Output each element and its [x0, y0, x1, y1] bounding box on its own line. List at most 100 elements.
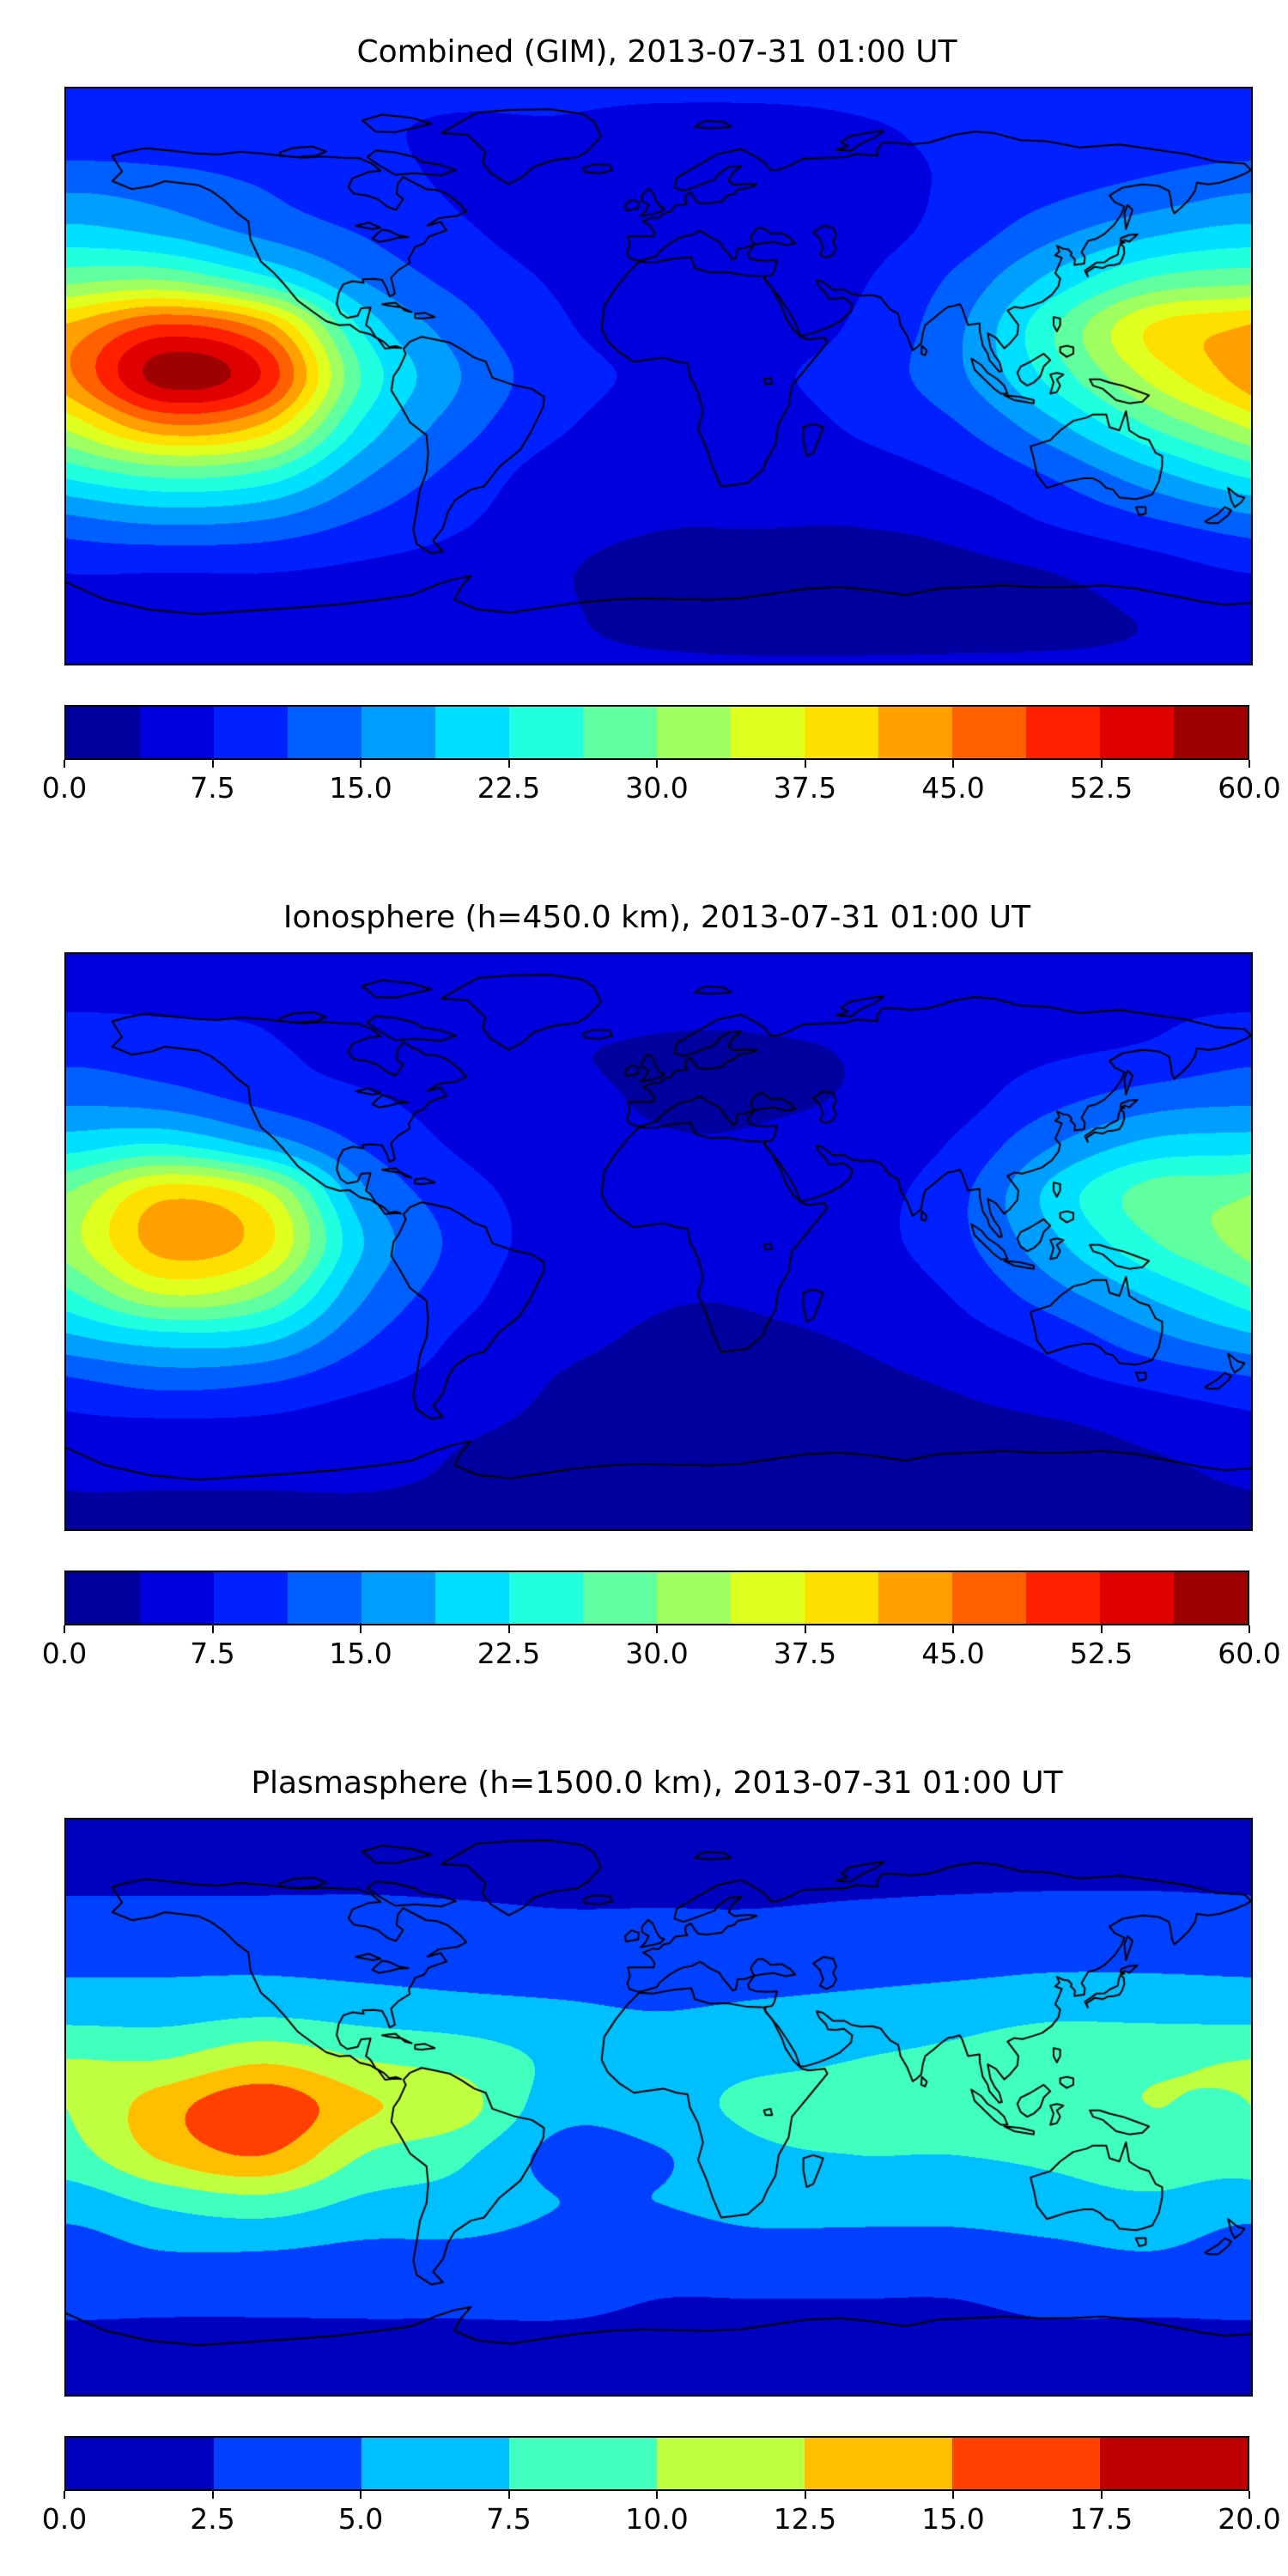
- colorbar-segment: [1026, 1572, 1100, 1624]
- colorbar-tick: [656, 760, 658, 768]
- colorbar-segment: [805, 1572, 878, 1624]
- colorbar-tick-labels: 0.0 2.5 5.0 7.5 10.0 12.5 15.0 17.5 20.0: [42, 2499, 1281, 2538]
- colorbar-segment: [1100, 707, 1174, 758]
- colorbar-tick-label: 60.0: [1218, 1637, 1281, 1670]
- colorbar-tick: [360, 1625, 361, 1633]
- colorbar-segment: [731, 1572, 805, 1624]
- colorbar-tick-label: 7.5: [486, 2502, 532, 2536]
- colorbar-segment: [878, 707, 952, 758]
- world-map-canvas: [64, 952, 1253, 1531]
- panels-container: Combined (GIM), 2013-07-31 01:00 UT 0.0 7…: [0, 34, 1288, 2538]
- tec-map-panel: Plasmasphere (h=1500.0 km), 2013-07-31 0…: [0, 1765, 1288, 2538]
- colorbar-tick: [507, 1625, 510, 1633]
- colorbar-tick: [1100, 1625, 1103, 1633]
- colorbar-segment: [140, 707, 214, 758]
- colorbar-segment: [1100, 2438, 1248, 2489]
- colorbar-segment: [878, 1572, 952, 1624]
- colorbar-tick: [1249, 1625, 1250, 1633]
- colorbar-tick-label: 2.5: [190, 2502, 235, 2536]
- colorbar-segment: [583, 1572, 657, 1624]
- colorbar-tick-label: 45.0: [921, 771, 985, 805]
- colorbar-tick: [952, 760, 954, 768]
- colorbar-tick: [211, 1625, 214, 1633]
- tec-map-panel: Ionosphere (h=450.0 km), 2013-07-31 01:0…: [0, 900, 1288, 1673]
- colorbar-tick: [211, 760, 214, 768]
- colorbar-tick: [64, 760, 65, 768]
- colorbar-tick: [360, 760, 361, 768]
- colorbar-tick-label: 17.5: [1069, 2502, 1133, 2536]
- colorbar-tick: [656, 2491, 658, 2499]
- colorbar-tick: [804, 760, 806, 768]
- colorbar-segment: [288, 707, 361, 758]
- colorbar: [64, 2436, 1249, 2491]
- world-map-canvas: [64, 1818, 1253, 2397]
- colorbar-segment: [435, 707, 509, 758]
- colorbar-tick: [507, 760, 510, 768]
- colorbar-segment: [509, 707, 583, 758]
- colorbar-tick-label: 52.5: [1069, 1637, 1133, 1670]
- panel-title: Combined (GIM), 2013-07-31 01:00 UT: [356, 34, 957, 70]
- colorbar-tick-label: 0.0: [41, 2502, 88, 2536]
- colorbar-tick: [804, 2491, 806, 2499]
- colorbar-tick: [211, 2491, 214, 2499]
- colorbar-tick: [1249, 760, 1250, 768]
- colorbar-segment: [1174, 1572, 1248, 1624]
- colorbar-segment: [361, 707, 435, 758]
- colorbar-segment: [657, 1572, 731, 1624]
- colorbar-segment: [731, 707, 805, 758]
- world-map-canvas: [64, 87, 1253, 665]
- colorbar-segment: [583, 707, 657, 758]
- colorbar-tick: [64, 2491, 65, 2499]
- colorbar-segment: [657, 707, 731, 758]
- colorbar-segment: [214, 707, 288, 758]
- tec-map-panel: Combined (GIM), 2013-07-31 01:00 UT 0.0 7…: [0, 34, 1288, 807]
- colorbar-tick-label: 52.5: [1069, 771, 1133, 805]
- colorbar-ticks: [64, 760, 1250, 768]
- colorbar-segment: [657, 2438, 805, 2489]
- colorbar-tick-label: 15.0: [921, 2502, 985, 2536]
- colorbar-segment: [952, 1572, 1026, 1624]
- panel-title: Ionosphere (h=450.0 km), 2013-07-31 01:0…: [283, 900, 1031, 935]
- colorbar-segment: [66, 1572, 140, 1624]
- colorbar-segment: [805, 2438, 952, 2489]
- colorbar-tick: [1249, 2491, 1250, 2499]
- colorbar-segment: [952, 707, 1026, 758]
- colorbar-segment: [140, 1572, 214, 1624]
- colorbar-tick-label: 15.0: [329, 1637, 392, 1670]
- colorbar-tick: [952, 1625, 954, 1633]
- colorbar-tick: [804, 1625, 806, 1633]
- colorbar-tick: [360, 2491, 361, 2499]
- colorbar-tick-label: 7.5: [190, 771, 235, 805]
- colorbar-tick-labels: 0.0 7.5 15.0 22.5 30.0 37.5 45.0 52.5 60.0: [42, 768, 1281, 807]
- colorbar-segment: [509, 1572, 583, 1624]
- colorbar-segment: [805, 707, 878, 758]
- colorbar-tick-label: 30.0: [625, 771, 689, 805]
- colorbar-tick-label: 37.5: [773, 1637, 837, 1670]
- colorbar-tick-labels: 0.0 7.5 15.0 22.5 30.0 37.5 45.0 52.5 60.0: [42, 1633, 1281, 1673]
- colorbar-tick: [64, 1625, 65, 1633]
- colorbar-tick-label: 30.0: [625, 1637, 689, 1670]
- colorbar-segment: [66, 707, 140, 758]
- colorbar-ticks: [64, 1625, 1250, 1633]
- colorbar-tick-label: 60.0: [1218, 771, 1281, 805]
- colorbar-tick-label: 15.0: [329, 771, 392, 805]
- colorbar-tick: [952, 2491, 954, 2499]
- colorbar-tick-label: 0.0: [41, 1637, 88, 1670]
- figure-root: Combined (GIM), 2013-07-31 01:00 UT 0.0 7…: [0, 34, 1288, 2538]
- colorbar-tick: [656, 1625, 658, 1633]
- colorbar-segment: [1026, 707, 1100, 758]
- colorbar-tick-label: 10.0: [625, 2502, 689, 2536]
- colorbar-tick-label: 22.5: [477, 1637, 541, 1670]
- colorbar: [64, 705, 1249, 760]
- colorbar-segment: [509, 2438, 657, 2489]
- colorbar-tick-label: 5.0: [337, 2502, 384, 2536]
- colorbar-tick-label: 12.5: [773, 2502, 837, 2536]
- colorbar-tick: [507, 2491, 510, 2499]
- colorbar-tick-label: 0.0: [41, 771, 88, 805]
- colorbar-tick-label: 45.0: [921, 1637, 985, 1670]
- colorbar: [64, 1571, 1249, 1625]
- colorbar-tick-label: 22.5: [477, 771, 541, 805]
- colorbar-segment: [214, 2438, 361, 2489]
- colorbar-segment: [952, 2438, 1100, 2489]
- colorbar-tick-label: 37.5: [773, 771, 837, 805]
